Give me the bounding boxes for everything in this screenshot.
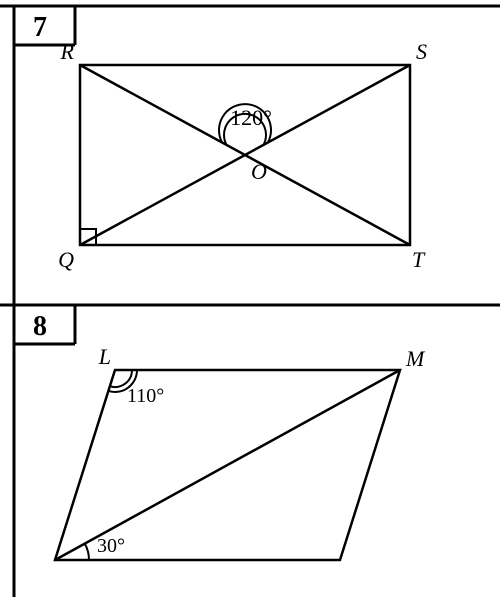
problem-number-7: 7	[33, 12, 47, 43]
label-L: L	[98, 344, 111, 369]
angle-label-30: 30°	[97, 535, 125, 557]
label-Q: Q	[58, 247, 74, 272]
angle-label-120: 120°	[230, 105, 272, 130]
label-T: T	[412, 247, 426, 272]
angle-label-110: 110°	[127, 385, 164, 407]
angle-arc-30	[85, 544, 89, 560]
label-R: R	[60, 39, 75, 64]
label-O: O	[251, 159, 267, 184]
geometry-figures: 7 8 R S Q T O 120° L M 110° 30°	[0, 0, 500, 597]
label-M: M	[405, 346, 426, 371]
label-S: S	[416, 39, 427, 64]
problem-number-8: 8	[33, 311, 47, 342]
page: 7 8 R S Q T O 120° L M 110° 30°	[0, 0, 500, 597]
